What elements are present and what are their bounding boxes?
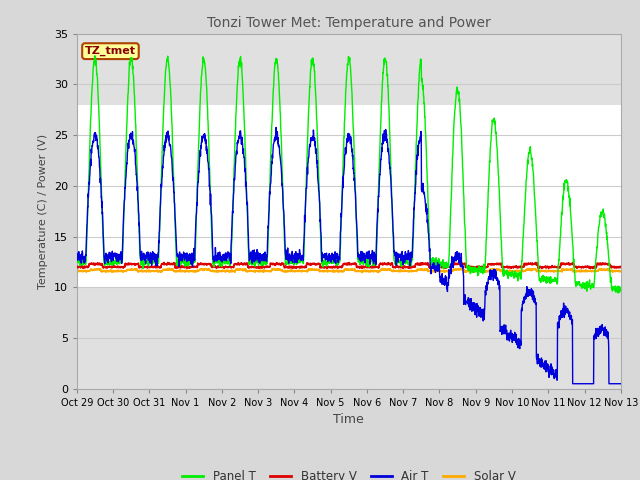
X-axis label: Time: Time xyxy=(333,413,364,426)
Text: TZ_tmet: TZ_tmet xyxy=(85,46,136,56)
Bar xyxy=(77,288,621,389)
Bar xyxy=(77,34,621,105)
Title: Tonzi Tower Met: Temperature and Power: Tonzi Tower Met: Temperature and Power xyxy=(207,16,491,30)
Y-axis label: Temperature (C) / Power (V): Temperature (C) / Power (V) xyxy=(38,133,48,289)
Legend: Panel T, Battery V, Air T, Solar V: Panel T, Battery V, Air T, Solar V xyxy=(177,466,520,480)
